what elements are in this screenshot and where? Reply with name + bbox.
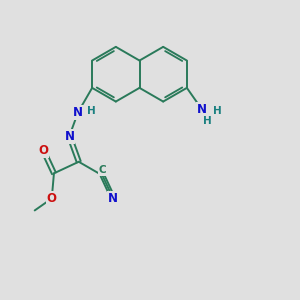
Text: H: H xyxy=(213,106,222,116)
Text: N: N xyxy=(73,106,83,119)
Text: O: O xyxy=(38,144,48,157)
Text: O: O xyxy=(47,192,57,205)
Text: C: C xyxy=(99,165,106,175)
Text: N: N xyxy=(197,103,207,116)
Text: N: N xyxy=(108,192,118,205)
Text: H: H xyxy=(87,106,96,116)
Text: N: N xyxy=(64,130,74,142)
Text: H: H xyxy=(203,116,212,126)
